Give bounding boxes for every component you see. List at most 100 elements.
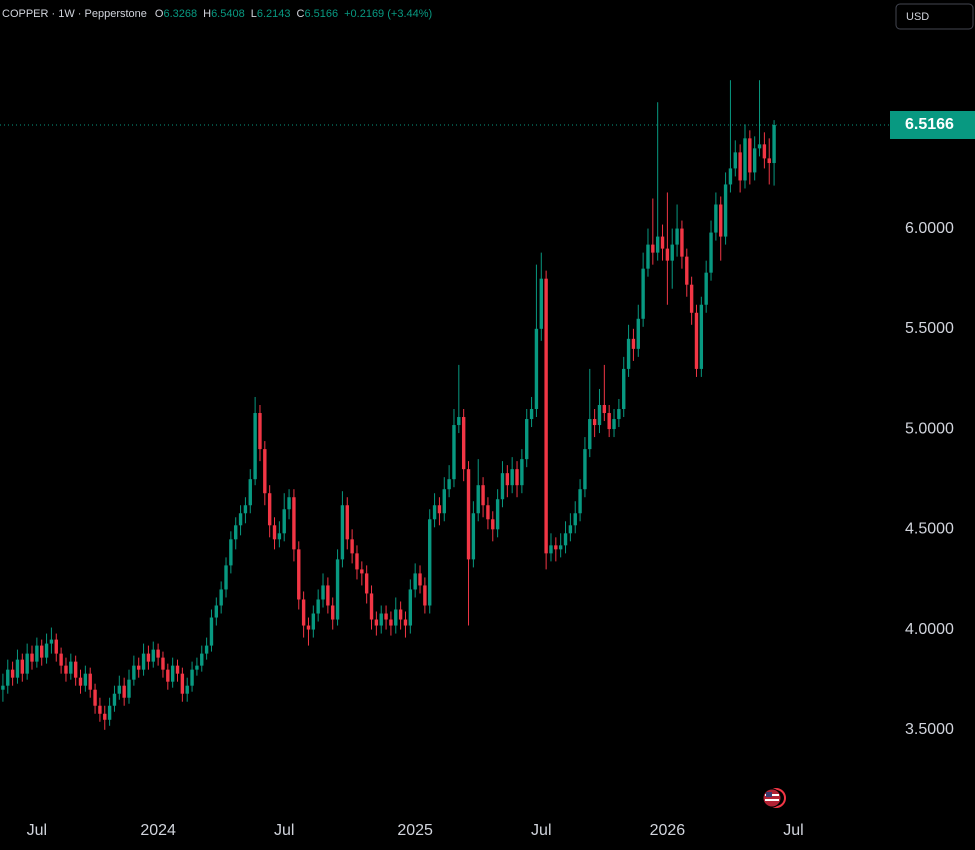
x-tick-label: 2025 — [397, 822, 433, 839]
candle-body — [83, 673, 88, 686]
candle-body — [170, 665, 175, 682]
candle-body — [486, 505, 490, 520]
candle-body — [1, 685, 5, 690]
candle-body — [364, 573, 369, 594]
candle-body — [714, 204, 718, 233]
candle-body — [466, 469, 471, 560]
candle-body — [141, 653, 146, 670]
legend-key: C — [297, 8, 305, 20]
candle-body — [452, 425, 456, 480]
legend-value: 6.2143 — [257, 8, 291, 20]
candle-body — [685, 256, 689, 285]
candle-body — [54, 639, 58, 654]
candle-body — [757, 144, 762, 149]
x-tick-label: 2024 — [140, 822, 176, 839]
flag-canton — [766, 792, 772, 797]
currency-button[interactable] — [895, 3, 974, 30]
candle-body — [723, 184, 728, 237]
candle-body — [44, 643, 49, 658]
candle-body — [568, 525, 573, 534]
candle-body — [243, 505, 248, 514]
candle-body — [306, 625, 311, 630]
candle-body — [185, 685, 189, 694]
last-price-label: 6.5166 — [905, 116, 954, 133]
candle-body — [592, 419, 597, 426]
candle-body — [93, 689, 97, 706]
candle-body — [442, 489, 446, 514]
candle-body — [301, 599, 306, 626]
candle-body — [122, 685, 126, 698]
candle-body — [272, 525, 277, 540]
candle-body — [762, 144, 767, 159]
candle-body — [612, 419, 616, 430]
candle-body — [117, 685, 122, 694]
candle-body — [253, 413, 257, 480]
candle-body — [719, 204, 723, 237]
candle-body — [321, 585, 325, 600]
candle-body — [355, 553, 359, 570]
legend-value: 6.5166 — [304, 8, 338, 20]
candle-body — [379, 613, 383, 626]
candle-body — [675, 228, 679, 245]
candle-body — [428, 519, 432, 606]
candle-body — [297, 549, 301, 600]
event-icon — [762, 788, 786, 808]
candle-body — [709, 232, 713, 273]
candle-body — [636, 318, 640, 349]
candle-body — [607, 413, 611, 430]
candle-body — [248, 479, 252, 506]
candle-body — [263, 449, 267, 494]
candle-body — [476, 485, 480, 514]
candle-body — [529, 409, 534, 420]
candle-body — [258, 413, 262, 450]
candle-body — [689, 284, 694, 313]
candle-body — [626, 338, 631, 369]
x-tick-label: 2026 — [650, 822, 686, 839]
candle-body — [6, 669, 10, 686]
candle-body — [767, 158, 771, 164]
candle-body — [631, 338, 636, 349]
change: +0.2169 (+3.44%) — [344, 8, 432, 20]
y-tick-label: 6.0000 — [905, 220, 954, 237]
legend-value: 6.5408 — [211, 8, 245, 20]
candle-body — [311, 613, 316, 630]
candle-body — [437, 505, 442, 514]
candle-body — [583, 449, 587, 490]
candle-body — [345, 505, 349, 540]
candle-body — [558, 545, 563, 550]
candle-body — [10, 669, 15, 678]
candle-body — [704, 272, 708, 305]
y-tick-label: 4.5000 — [905, 521, 954, 538]
candle-body — [350, 539, 354, 554]
candle-body — [651, 244, 655, 253]
candle-body — [15, 659, 20, 678]
candle-body — [214, 605, 219, 618]
candle-body — [360, 569, 364, 574]
candle-body — [326, 585, 330, 606]
candle-body — [229, 539, 233, 566]
candle-body — [335, 559, 340, 620]
candle-body — [728, 168, 733, 185]
flag-stripe — [765, 799, 779, 801]
candle-body — [398, 609, 403, 620]
last-price-tag — [890, 110, 975, 139]
candle-body — [544, 278, 548, 554]
candle-body — [699, 304, 704, 369]
x-tick-label: Jul — [783, 822, 803, 839]
candle-body — [389, 619, 393, 626]
candle-body — [146, 653, 151, 662]
candle-body — [694, 312, 699, 369]
candle-body — [78, 677, 83, 686]
candle-body — [655, 236, 660, 253]
candle-body — [20, 659, 25, 674]
candle-body — [25, 653, 29, 674]
candle-body — [292, 497, 296, 550]
candle-body — [132, 665, 136, 680]
candle-body — [369, 593, 374, 620]
candle-body — [98, 705, 102, 714]
candle-body — [224, 565, 228, 590]
candle-body — [752, 148, 757, 173]
